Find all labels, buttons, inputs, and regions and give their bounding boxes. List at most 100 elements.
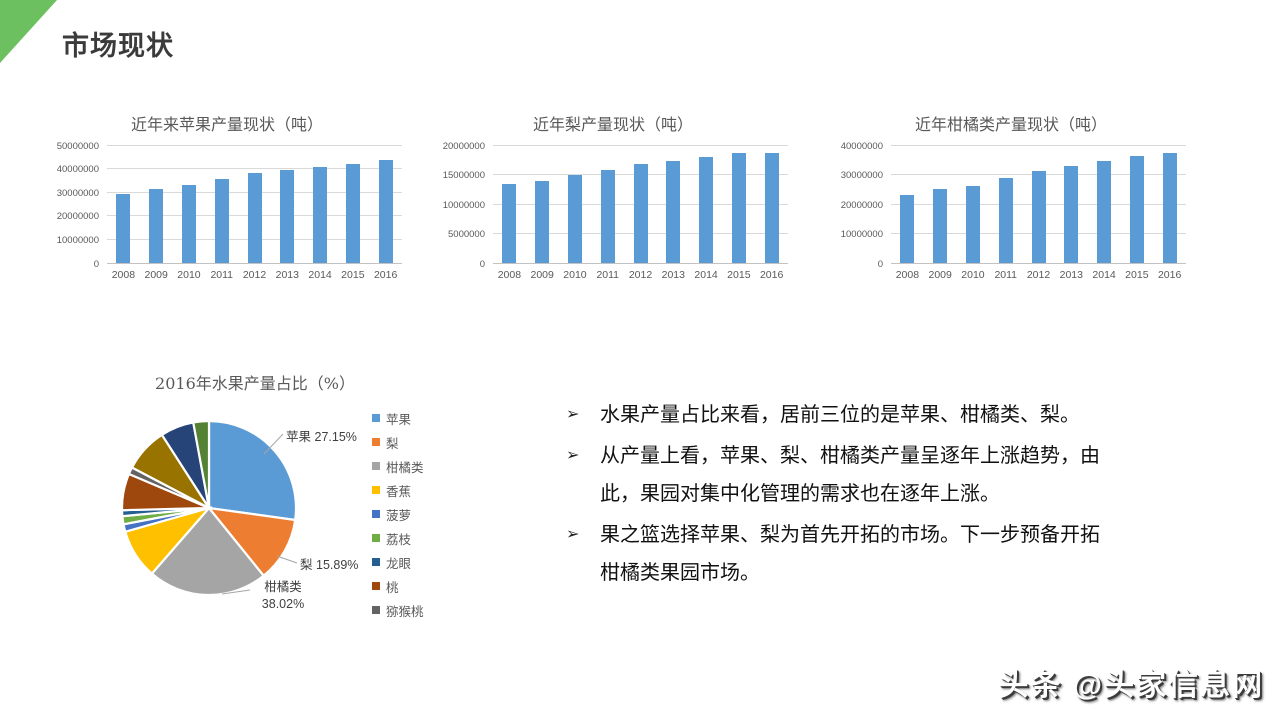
bar-2010 [567, 175, 582, 263]
y-tick-label: 20000000 [840, 199, 883, 211]
legend-swatch [372, 558, 380, 566]
bar-slot [493, 146, 526, 263]
bar-2014 [1097, 161, 1112, 263]
legend-label: 苹果 [386, 412, 412, 427]
bar-2009 [535, 180, 550, 263]
bar-slot [755, 146, 788, 263]
bullet-item: ➢ 水果产量占比来看，居前三位的是苹果、柑橘类、梨。 [566, 396, 1138, 434]
callout-leader-line [221, 589, 251, 595]
pie-label-citrus: 柑橘类 38.02% [261, 580, 305, 611]
bar-2013 [1064, 166, 1079, 263]
bar-2013 [666, 161, 681, 263]
legend: 苹果梨柑橘类 香蕉 菠萝 荔枝 龙眼桃猕猴桃 [372, 406, 424, 622]
legend-swatch [372, 510, 380, 518]
legend-label: 菠萝 [386, 508, 412, 523]
legend-label: 柑橘类 [386, 460, 424, 475]
bar-slot [1055, 146, 1088, 263]
y-tick-label: 0 [479, 258, 485, 270]
bar-chart-pear: 近年梨产量现状（吨） 0 5000000 10000000 15000000 20000… [438, 105, 788, 303]
bar-2012 [633, 163, 648, 263]
legend-item: 荔枝 [372, 526, 424, 550]
y-axis: 0 10000000 20000000 30000000 40000000 5000000… [52, 141, 107, 268]
x-axis: 2008 2009 2010 2011 2012 2013 2014 2015 2016 [493, 269, 788, 281]
bar-slot [957, 146, 990, 263]
bar-slot [107, 146, 140, 263]
bar-2012 [1031, 170, 1046, 263]
bar-2014 [699, 157, 714, 263]
bar-2009 [149, 189, 164, 263]
legend-label: 桃 [386, 580, 399, 595]
bar-2011 [600, 170, 615, 263]
y-tick-label: 30000000 [56, 187, 99, 199]
gridline [107, 145, 402, 146]
bar-2008 [116, 193, 131, 263]
bar-slot [690, 146, 723, 263]
pie-slice-苹果 [207, 419, 298, 522]
callout-leader-line [263, 433, 284, 455]
bar-2011 [998, 177, 1013, 263]
pie-label-pear: 梨 15.89% [300, 558, 359, 572]
bar-slot [1022, 146, 1055, 263]
bar-slot [989, 146, 1022, 263]
legend-label: 龙眼 [386, 556, 412, 571]
bar-slot [1120, 146, 1153, 263]
y-tick-label: 50000000 [56, 140, 99, 152]
x-tick-label: 2009 [144, 269, 168, 281]
pie-chart-panel: 2016年水果产量占比（%） 苹果 27.15% 梨 15.89% 柑橘类 38… [50, 360, 520, 650]
y-tick-label: 20000000 [56, 211, 99, 223]
x-axis: 2008 2009 2010 2011 2012 2013 2014 2015 2016 [891, 269, 1186, 281]
bar-slot [336, 146, 369, 263]
legend-item: 苹果 [372, 406, 424, 430]
bar-2009 [933, 189, 948, 263]
legend-swatch [372, 414, 380, 422]
bar-slot [924, 146, 957, 263]
bar-slot [1088, 146, 1121, 263]
bar-2011 [214, 178, 229, 263]
x-tick-label: 2015 [1125, 269, 1149, 281]
legend-swatch [372, 606, 380, 614]
bar-slot [891, 146, 924, 263]
x-axis: 2008 2009 2010 2011 2012 2013 2014 2015 2016 [107, 269, 402, 281]
bar-slot [205, 146, 238, 263]
legend-item: 龙眼 [372, 550, 424, 574]
y-tick-label: 10000000 [442, 199, 485, 211]
chart-title: 近年柑橘类产量现状（吨） [914, 115, 1107, 134]
y-axis: 0 10000000 20000000 30000000 40000000 [836, 141, 891, 268]
bar-slot [173, 146, 206, 263]
legend-swatch [372, 486, 380, 494]
arrow-bullet-icon: ➢ [566, 526, 580, 543]
x-tick-label: 2008 [895, 269, 920, 281]
x-tick-label: 2013 [661, 269, 685, 281]
bar-2008 [900, 194, 915, 263]
x-tick-label: 2014 [1092, 269, 1116, 281]
x-tick-label: 2015 [727, 269, 751, 281]
legend-swatch [372, 534, 380, 542]
gridline [493, 145, 788, 146]
legend-swatch [372, 582, 380, 590]
legend-swatch [372, 462, 380, 470]
x-tick-label: 2012 [628, 269, 653, 281]
corner-accent-triangle [0, 0, 57, 63]
x-tick-label: 2013 [275, 269, 299, 281]
plot [107, 145, 402, 264]
chart-plot-area: 0 10000000 20000000 30000000 40000000 2008 20… [836, 141, 1186, 281]
gridline [107, 168, 402, 170]
arrow-bullet-icon: ➢ [566, 447, 580, 464]
x-tick-label: 2008 [111, 269, 136, 281]
bar-slot [526, 146, 559, 263]
x-tick-label: 2014 [694, 269, 718, 281]
legend-label: 梨 [386, 436, 399, 451]
bar-2010 [181, 185, 196, 263]
bar-2008 [502, 184, 517, 263]
gridline [891, 145, 1186, 146]
bar-slot [238, 146, 271, 263]
bar-2010 [965, 186, 980, 263]
bullet-item: ➢ 果之篮选择苹果、梨为首先开拓的市场。下一步预备开拓柑橘类果园市场。 [566, 516, 1138, 592]
bar-2015 [345, 163, 360, 263]
x-tick-label: 2016 [373, 269, 398, 281]
plot [891, 145, 1186, 264]
bar-chart-citrus: 近年柑橘类产量现状（吨） 0 10000000 20000000 30000000 40… [836, 105, 1186, 303]
y-tick-label: 10000000 [840, 228, 883, 240]
x-tick-label: 2011 [994, 269, 1018, 281]
chart-plot-area: 0 5000000 10000000 15000000 20000000 2008 200… [438, 141, 788, 281]
